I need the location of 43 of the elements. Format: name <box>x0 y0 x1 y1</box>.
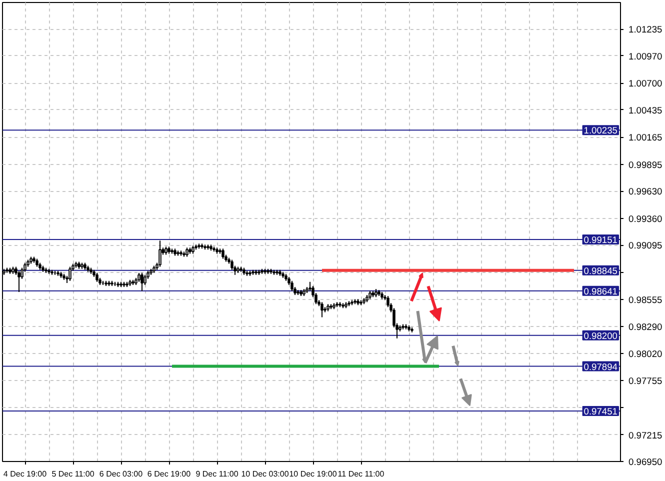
x-tick-label: 9 Dec 11:00 <box>196 470 239 478</box>
y-tick-label: 1.00165 <box>628 132 662 143</box>
y-tick-label: 0.99895 <box>628 160 662 170</box>
candlestick <box>290 280 294 292</box>
candlestick <box>186 247 188 258</box>
ref-line-label: 0.98200 <box>584 330 618 341</box>
ref-line-label: 0.97451 <box>584 406 618 416</box>
y-tick-label: 1.01235 <box>628 24 662 35</box>
x-tick-label: 6 Dec 03:00 <box>99 470 144 478</box>
y-tick-label: 0.98020 <box>628 349 662 360</box>
candlestick <box>222 248 224 260</box>
candlestick <box>68 266 72 282</box>
ref-line-label: 0.98845 <box>584 266 618 276</box>
x-tick-label: 10 Dec 03:00 <box>241 470 290 478</box>
candlestick <box>18 270 20 293</box>
y-tick-label: 1.00435 <box>628 105 662 116</box>
y-tick-label: 0.99095 <box>628 240 662 251</box>
ref-line-label: 0.99151 <box>584 234 618 245</box>
candlestick <box>140 272 144 292</box>
y-tick-label: 0.99630 <box>628 186 662 197</box>
candlestick <box>386 296 390 308</box>
ref-line-label: 1.00235 <box>584 126 618 136</box>
ref-line-label: 0.97894 <box>584 362 618 372</box>
candlestick <box>308 281 312 292</box>
y-tick-label: 1.00970 <box>628 51 662 62</box>
x-tick-label: 11 Dec 11:00 <box>338 470 385 478</box>
x-tick-label: 5 Dec 11:00 <box>52 470 95 478</box>
y-tick-label: 0.99360 <box>628 214 662 224</box>
y-tick-label: 0.98290 <box>628 322 662 332</box>
y-tick-label: 1.00700 <box>628 78 662 89</box>
x-tick-label: 10 Dec 19:00 <box>289 470 338 478</box>
candlestick <box>320 302 324 318</box>
y-tick-label: 0.98555 <box>628 295 662 306</box>
y-tick-label: 0.96950 <box>628 457 662 467</box>
x-tick-label: 4 Dec 19:00 <box>3 470 48 478</box>
candlestick <box>138 272 140 282</box>
y-tick-label: 0.97215 <box>628 430 662 440</box>
x-tick-label: 6 Dec 19:00 <box>147 470 192 478</box>
candlestick <box>158 240 162 268</box>
candlestick <box>144 274 146 286</box>
y-tick-label: 0.97755 <box>628 376 662 386</box>
candlestick <box>96 272 98 282</box>
ref-line-label: 0.98641 <box>584 286 618 296</box>
